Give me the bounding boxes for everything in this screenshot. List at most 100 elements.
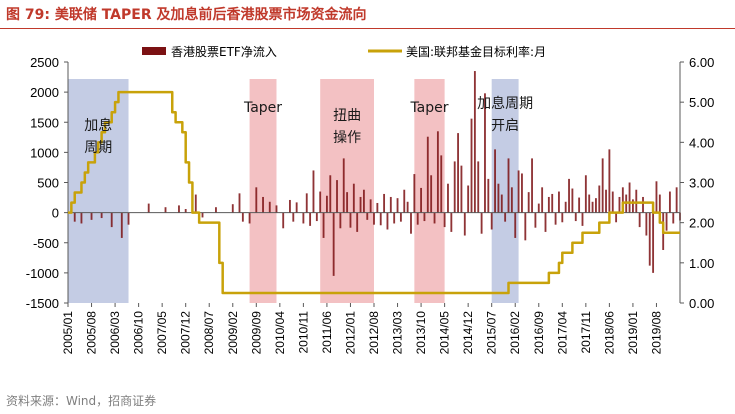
etf-flow-bar bbox=[423, 212, 426, 222]
etf-flow-bar bbox=[658, 194, 661, 213]
axes: 2500 2000 1500 1000 500 0 -500 -1000 -1500 6.00 5.… bbox=[26, 55, 715, 354]
etf-flow-bar bbox=[322, 212, 325, 238]
etf-flow-bar bbox=[369, 199, 372, 213]
etf-flow-bar bbox=[215, 207, 217, 213]
etf-flow-bar bbox=[645, 212, 648, 236]
etf-flow-bar bbox=[178, 205, 180, 213]
etf-flow-bar bbox=[339, 212, 342, 229]
left-tick-label: -500 bbox=[33, 236, 59, 251]
right-tick-label: 1.00 bbox=[689, 256, 714, 271]
x-tick-label: 2007/05 bbox=[155, 311, 169, 355]
etf-flow-bar bbox=[615, 212, 618, 223]
etf-flow-bar bbox=[309, 212, 312, 226]
etf-flow-bar bbox=[416, 212, 419, 225]
etf-flow-bar bbox=[547, 196, 550, 213]
etf-flow-bar bbox=[531, 158, 533, 213]
etf-flow-bar bbox=[413, 174, 416, 213]
etf-flow-bar bbox=[376, 202, 379, 213]
etf-flow-bar bbox=[255, 187, 258, 213]
etf-flow-bar bbox=[248, 212, 251, 224]
left-tick-label: 2500 bbox=[30, 55, 59, 70]
x-tick-label: 2019/01 bbox=[626, 311, 640, 355]
etf-flow-bar bbox=[558, 191, 560, 213]
etf-flow-bar bbox=[473, 71, 476, 213]
etf-flow-bar bbox=[336, 180, 338, 213]
etf-flow-bar bbox=[484, 93, 486, 213]
etf-flow-bar bbox=[628, 182, 631, 213]
shaded-region bbox=[491, 79, 519, 303]
x-tick-label: 2013/03 bbox=[391, 311, 405, 355]
etf-flow-bar bbox=[332, 212, 335, 276]
region-label: 加息 bbox=[84, 117, 112, 134]
shaded-regions bbox=[68, 79, 519, 303]
right-tick-label: 2.00 bbox=[689, 216, 714, 231]
x-tick-label: 2012/08 bbox=[367, 311, 381, 355]
right-tick-label: 5.00 bbox=[689, 95, 714, 110]
etf-flow-bar bbox=[383, 193, 386, 213]
etf-flow-bar bbox=[621, 187, 624, 213]
etf-flow-bar bbox=[289, 199, 291, 213]
x-tick-label: 2014/05 bbox=[438, 311, 452, 355]
etf-flow-bar bbox=[631, 199, 634, 213]
etf-flow-bar bbox=[500, 194, 503, 213]
left-tick-label: 0 bbox=[52, 206, 59, 221]
region-label: 周期 bbox=[84, 140, 112, 156]
etf-flow-bar bbox=[595, 198, 597, 213]
region-label: Taper bbox=[243, 100, 282, 116]
etf-flow-bar bbox=[386, 212, 389, 230]
shaded-region bbox=[68, 79, 129, 303]
etf-flow-bar bbox=[110, 212, 113, 228]
figure-title: 图 79: 美联储 TAPER 及加息前后香港股票市场资金流向 bbox=[6, 7, 367, 23]
etf-flow-bar bbox=[514, 212, 517, 238]
etf-flow-bar bbox=[460, 165, 463, 213]
x-tick-label: 2010/11 bbox=[296, 311, 310, 354]
etf-flow-bar bbox=[366, 212, 369, 220]
etf-flow-bar bbox=[574, 212, 577, 222]
rate-line-group bbox=[68, 90, 680, 295]
etf-flow-bar bbox=[312, 170, 315, 213]
etf-flow-bar bbox=[571, 188, 574, 213]
etf-flow-bar bbox=[477, 161, 480, 213]
etf-flow-bar bbox=[352, 183, 355, 213]
etf-flow-bar bbox=[588, 194, 591, 213]
x-tick-label: 2005/08 bbox=[85, 311, 99, 355]
etf-flow-bar bbox=[524, 212, 527, 241]
source-note: 资料来源：Wind，招商证券 bbox=[6, 394, 157, 408]
x-tick-label: 2016/09 bbox=[532, 311, 546, 355]
etf-flow-bar bbox=[611, 191, 614, 213]
etf-flow-bar bbox=[302, 212, 305, 224]
etf-flow-bar bbox=[396, 198, 399, 213]
etf-flow-bar bbox=[541, 187, 544, 213]
etf-flow-bar bbox=[463, 212, 466, 236]
etf-flow-bar bbox=[241, 212, 244, 222]
x-tick-label: 2005/01 bbox=[61, 311, 75, 355]
etf-flow-bar bbox=[389, 196, 392, 213]
etf-flow-bar bbox=[668, 191, 671, 213]
etf-flow-bar bbox=[648, 212, 651, 266]
etf-flow-bar bbox=[282, 212, 285, 229]
etf-flow-bar bbox=[410, 212, 412, 234]
etf-flow-bar bbox=[487, 178, 490, 213]
etf-flow-bar bbox=[521, 173, 523, 213]
etf-flow-bar bbox=[504, 212, 507, 222]
etf-flow-bar bbox=[292, 212, 295, 222]
etf-flow-bar bbox=[564, 201, 567, 213]
etf-flow-bar bbox=[544, 212, 547, 232]
right-tick-label: 3.00 bbox=[689, 176, 714, 191]
etf-flow-bar bbox=[379, 212, 382, 226]
etf-flow-bar bbox=[554, 212, 557, 225]
etf-flow-bar bbox=[534, 212, 537, 228]
etf-flow-bar bbox=[73, 212, 76, 222]
left-tick-label: 500 bbox=[37, 176, 59, 191]
etf-flow-bar bbox=[605, 189, 607, 213]
x-tick-label: 2009/02 bbox=[226, 311, 240, 355]
etf-flow-bar bbox=[675, 187, 678, 213]
region-label: 开启 bbox=[491, 118, 519, 134]
etf-flow-bar bbox=[430, 175, 433, 213]
left-tick-label: 2000 bbox=[30, 85, 59, 100]
x-tick-label: 2008/07 bbox=[202, 311, 216, 355]
etf-flow-bar bbox=[581, 212, 584, 226]
right-tick-label: 0.00 bbox=[689, 296, 714, 311]
etf-flow-bar bbox=[608, 149, 611, 213]
